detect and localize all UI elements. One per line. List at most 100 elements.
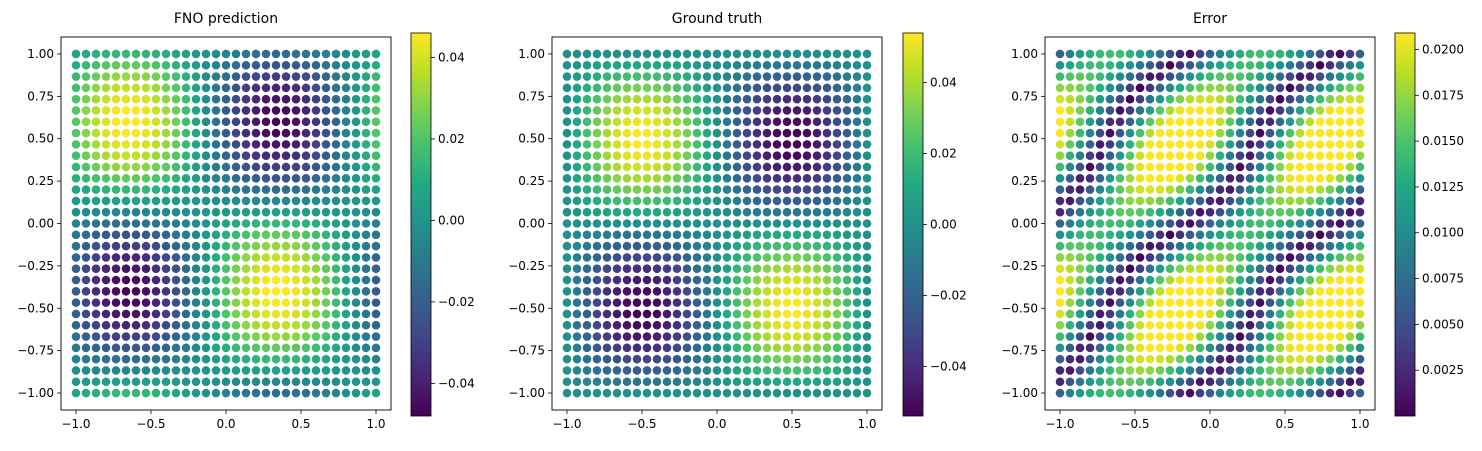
scatter-point	[732, 287, 742, 296]
scatter-point	[802, 94, 812, 104]
scatter-point	[1185, 343, 1195, 353]
scatter-point	[582, 117, 592, 127]
scatter-point	[171, 275, 181, 285]
scatter-point	[632, 354, 642, 364]
scatter-point	[281, 320, 291, 330]
scatter-point	[1055, 241, 1065, 251]
scatter-point	[311, 140, 321, 149]
scatter-point	[1325, 354, 1335, 364]
scatter-point	[271, 253, 281, 262]
scatter-point	[321, 377, 331, 387]
scatter-point	[672, 72, 682, 81]
scatter-point	[1265, 94, 1275, 104]
scatter-point	[1155, 151, 1165, 160]
scatter-point	[572, 264, 582, 274]
scatter-point	[1295, 230, 1305, 240]
scatter-point	[612, 275, 622, 285]
scatter-point	[331, 72, 341, 81]
scatter-point	[1165, 72, 1175, 81]
scatter-point	[101, 230, 111, 240]
scatter-point	[311, 275, 321, 285]
scatter-point	[652, 94, 662, 104]
scatter-point	[1345, 162, 1355, 172]
scatter-point	[241, 264, 251, 274]
scatter-point	[852, 230, 862, 240]
scatter-point	[1245, 106, 1255, 115]
scatter-point	[672, 151, 682, 160]
scatter-point	[742, 128, 752, 138]
scatter-point	[812, 298, 822, 307]
scatter-point	[351, 151, 361, 160]
scatter-point	[1325, 241, 1335, 251]
scatter-point	[832, 219, 842, 228]
scatter-point	[201, 151, 211, 160]
scatter-point	[101, 287, 111, 296]
scatter-point	[1075, 264, 1085, 274]
scatter-point	[251, 309, 261, 319]
scatter-point	[151, 173, 161, 183]
scatter-point	[181, 264, 191, 274]
scatter-point	[1245, 185, 1255, 194]
scatter-point	[1075, 343, 1085, 353]
scatter-point	[1115, 377, 1125, 387]
scatter-point	[1205, 173, 1215, 183]
scatter-point	[301, 287, 311, 296]
scatter-point	[141, 230, 151, 240]
scatter-point	[201, 253, 211, 262]
scatter-point	[642, 94, 652, 104]
scatter-point	[1275, 173, 1285, 183]
scatter-point	[1325, 106, 1335, 115]
scatter-point	[81, 287, 91, 296]
scatter-point	[311, 298, 321, 307]
scatter-point	[642, 388, 652, 398]
scatter-point	[672, 275, 682, 285]
scatter-point	[311, 151, 321, 160]
scatter-point	[1355, 275, 1365, 285]
scatter-point	[1245, 173, 1255, 183]
scatter-point	[301, 140, 311, 149]
scatter-point	[1315, 72, 1325, 81]
scatter-point	[1285, 241, 1295, 251]
scatter-point	[1055, 173, 1065, 183]
scatter-point	[1125, 151, 1135, 160]
scatter-point	[171, 173, 181, 183]
scatter-point	[862, 117, 872, 127]
scatter-point	[331, 377, 341, 387]
scatter-point	[321, 320, 331, 330]
scatter-point	[692, 185, 702, 194]
scatter-point	[612, 207, 622, 217]
scatter-point	[251, 72, 261, 81]
scatter-point	[301, 219, 311, 228]
scatter-point	[712, 128, 722, 138]
scatter-point	[191, 298, 201, 307]
scatter-point	[361, 162, 371, 172]
scatter-point	[1345, 230, 1355, 240]
scatter-point	[562, 309, 572, 319]
scatter-point	[291, 106, 301, 115]
scatter-point	[1325, 151, 1335, 160]
scatter-point	[351, 309, 361, 319]
scatter-point	[1065, 207, 1075, 217]
scatter-point	[1095, 49, 1105, 59]
scatter-point	[1305, 264, 1315, 274]
scatter-point	[1155, 207, 1165, 217]
scatter-point	[1325, 49, 1335, 59]
scatter-point	[1055, 343, 1065, 353]
scatter-point	[301, 196, 311, 206]
scatter-point	[1205, 106, 1215, 115]
scatter-point	[1255, 275, 1265, 285]
scatter-point	[321, 309, 331, 319]
scatter-point	[592, 151, 602, 160]
scatter-point	[111, 151, 121, 160]
scatter-point	[662, 366, 672, 375]
scatter-point	[562, 106, 572, 115]
scatter-point	[1265, 173, 1275, 183]
scatter-point	[632, 309, 642, 319]
scatter-point	[782, 117, 792, 127]
scatter-point	[271, 287, 281, 296]
scatter-point	[221, 320, 231, 330]
scatter-point	[862, 207, 872, 217]
scatter-point	[802, 72, 812, 81]
scatter-point	[211, 140, 221, 149]
y-tick-label: −1.00	[1001, 386, 1038, 400]
